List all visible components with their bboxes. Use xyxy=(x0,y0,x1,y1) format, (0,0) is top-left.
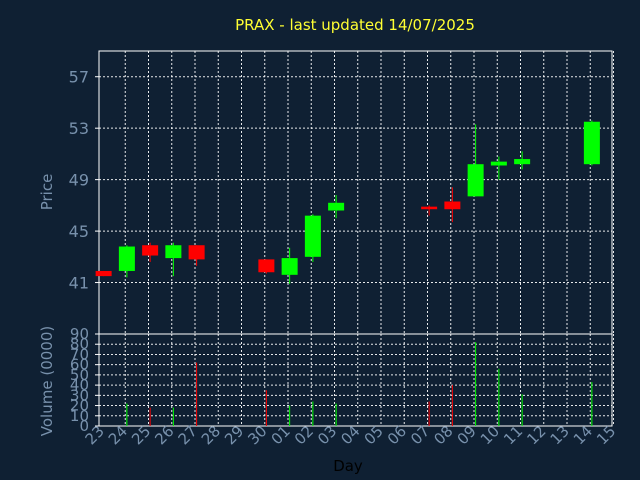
volume-plot-frame xyxy=(98,333,613,427)
x-tick-labels: 2324252627282930010203040506070809101112… xyxy=(82,422,620,448)
candle-body xyxy=(583,121,600,165)
candle-body xyxy=(118,246,135,271)
volume-tick-label: 30 xyxy=(70,386,89,404)
candle-body xyxy=(514,159,531,165)
candle-body xyxy=(328,202,345,211)
price-panel: 41 45 49 53 57 Price xyxy=(38,50,614,335)
price-tick-label: 45 xyxy=(69,222,89,241)
candle-body xyxy=(95,270,112,277)
price-tick-label: 49 xyxy=(69,171,89,190)
candle-body xyxy=(490,161,507,166)
price-y-ticks: 41 45 49 53 57 xyxy=(69,68,99,293)
volume-tick-label: 50 xyxy=(70,366,89,384)
chart-title: PRAX - last updated 14/07/2025 xyxy=(235,16,475,34)
volume-tick-label: 0 xyxy=(79,417,89,435)
candle-body xyxy=(467,164,484,197)
candle-body xyxy=(281,258,298,275)
volume-tick-label: 10 xyxy=(70,407,89,425)
price-tick-label: 41 xyxy=(69,274,89,293)
candle-body xyxy=(258,259,275,273)
candle-body xyxy=(165,245,182,259)
candle-body xyxy=(421,206,438,210)
volume-axis-label: Volume (0000) xyxy=(38,326,56,436)
volume-tick-label: 20 xyxy=(70,397,89,415)
candle-body xyxy=(304,215,321,257)
price-tick-label: 57 xyxy=(69,68,89,87)
volume-bars xyxy=(126,342,593,426)
x-axis-label: Day xyxy=(333,457,363,475)
candle-body xyxy=(142,245,159,256)
candle-body xyxy=(444,201,461,210)
candles xyxy=(95,120,600,284)
volume-tick-label: 70 xyxy=(70,345,89,363)
price-tick-label: 53 xyxy=(69,119,89,138)
volume-tick-label: 80 xyxy=(70,335,89,353)
volume-tick-label: 90 xyxy=(70,325,89,343)
volume-tick-label: 60 xyxy=(70,356,89,374)
price-axis-label: Price xyxy=(38,174,56,211)
price-plot-frame xyxy=(98,50,613,335)
price-grid xyxy=(99,51,614,334)
candle-body xyxy=(188,245,205,260)
volume-tick-label: 40 xyxy=(70,376,89,394)
volume-grid xyxy=(99,334,614,426)
